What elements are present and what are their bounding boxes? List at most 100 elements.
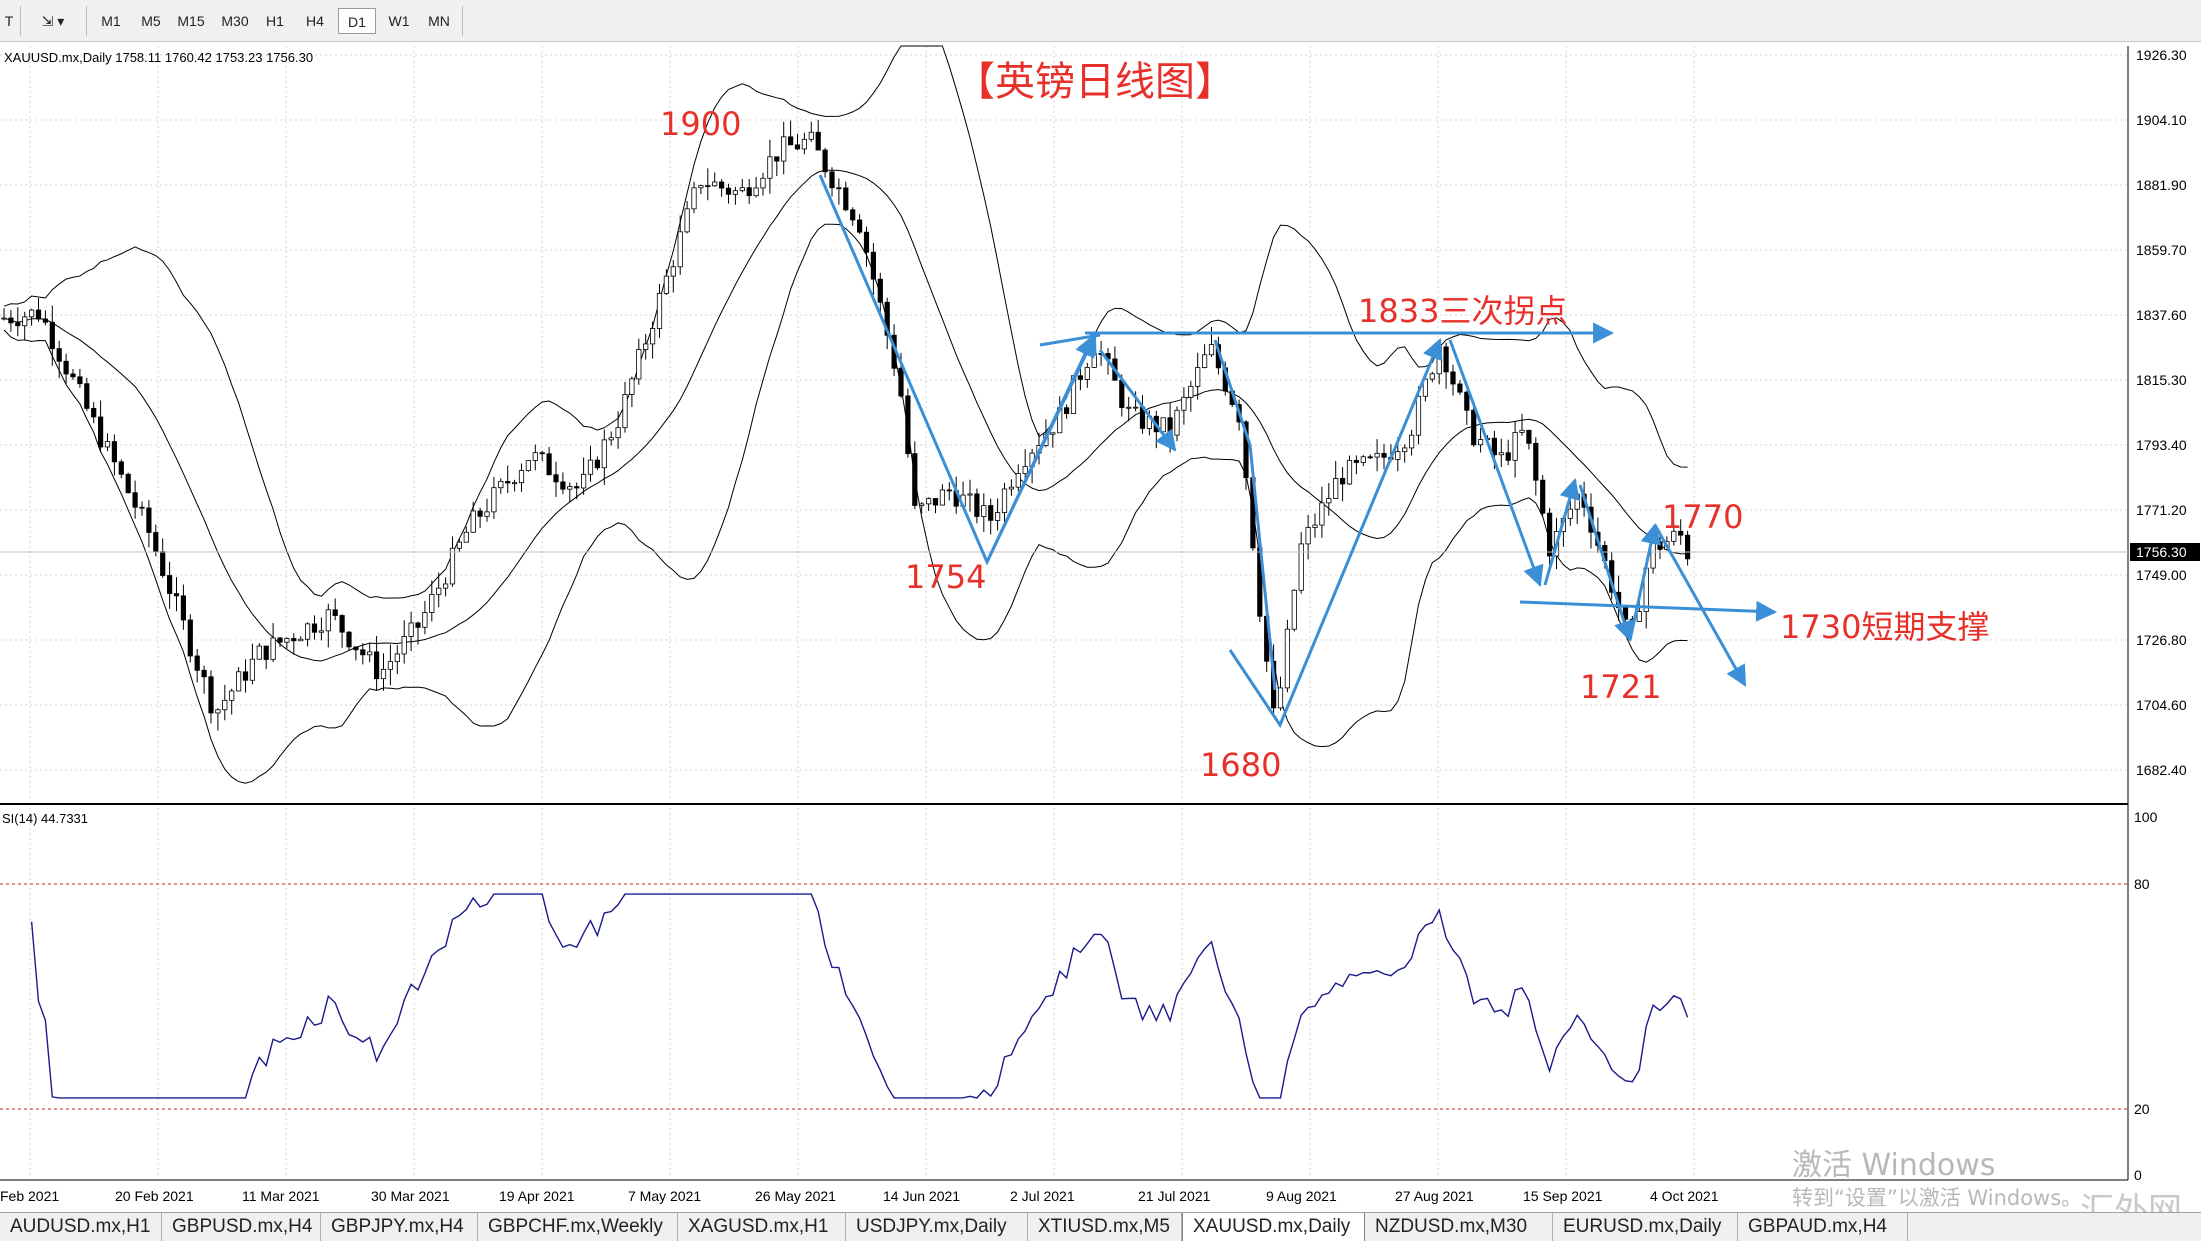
candle-body [1491,437,1497,456]
candle-body [677,231,683,268]
candle-body [346,631,352,648]
candle-body [187,619,193,657]
timeframe-m1[interactable]: M1 [101,13,121,29]
time-label: 26 May 2021 [755,1188,836,1204]
tab-xauusd-daily[interactable]: XAUUSD.mx,Daily [1182,1213,1365,1241]
bb-middle [3,169,1688,662]
candle-body [857,219,863,233]
candle-body [753,187,759,197]
candle-body [1195,367,1201,387]
price-label: 1793.40 [2136,437,2187,453]
candle-body [1305,527,1311,545]
timeframe-h4[interactable]: H4 [306,13,324,29]
candle-body [360,649,366,656]
candle-body [1429,373,1435,380]
trend-arrows [818,174,1778,729]
candle-body [325,609,331,632]
candle-body [1567,508,1573,519]
tab-gbpaud-h4[interactable]: GBPAUD.mx,H4 [1738,1213,1908,1241]
candle-body [1519,429,1525,433]
candle-body [988,505,994,521]
toolbar-separator [462,6,463,36]
time-label: Feb 2021 [0,1188,59,1204]
candle-body [1415,395,1422,436]
candle-body [1084,367,1090,380]
price-axis: 1926.30 1904.10 1881.90 1859.70 1837.60 … [2136,47,2187,778]
toolbar-separator [20,6,21,36]
tab-xagusd-h1[interactable]: XAGUSD.mx,H1 [678,1213,846,1241]
candle-body [774,156,780,162]
candle-body [98,416,104,448]
candle-body [1402,447,1408,453]
candle-body [539,452,545,455]
tab-audusd-h1[interactable]: AUDUSD.mx,H1 [0,1213,162,1241]
candle-body [422,612,428,628]
arrow-up-1770 [1628,522,1662,641]
time-label: 27 Aug 2021 [1395,1188,1474,1204]
timeframe-w1[interactable]: W1 [388,13,410,29]
candle-body [132,492,138,508]
candle-body [28,309,35,318]
line-studies-icon[interactable]: ⇲ ▾ [41,13,65,29]
annotation-1833: 1833三次拐点 [1358,292,1567,330]
tab-gbpchf-weekly[interactable]: GBPCHF.mx,Weekly [478,1213,678,1241]
candle-body [394,653,400,663]
candlesticks [1,119,1691,731]
candle-body [691,187,697,210]
tab-xtiusd-m5[interactable]: XTIUSD.mx,M5 [1028,1213,1182,1241]
candle-body [311,623,318,633]
time-label: 21 Jul 2021 [1138,1188,1211,1204]
candle-body [77,376,83,385]
timeframe-m30[interactable]: M30 [221,13,249,29]
candle-body [1243,421,1249,479]
candle-body [1298,543,1304,591]
rsi-grid [29,808,1695,1178]
timeframe-mn[interactable]: MN [428,13,450,29]
annotation-1900: 1900 [660,105,741,143]
chart-type-icon[interactable]: T [4,13,14,29]
candle-body [698,185,704,189]
candle-body [118,461,124,475]
candle-body [1512,432,1518,461]
candle-body [760,177,766,189]
candle-body [912,453,918,506]
candle-body [629,378,635,395]
main-panel [0,46,2128,804]
candle-body [1319,502,1325,526]
chart-area[interactable]: XAUUSD.mx,Daily 1758.11 1760.42 1753.23 … [0,42,2201,1212]
candle-body [1409,434,1415,449]
tab-usdjpy-daily[interactable]: USDJPY.mx,Daily [846,1213,1028,1241]
candle-body [1457,383,1463,393]
candle-body [898,367,904,397]
current-price-badge [2130,543,2200,561]
candle-body [166,575,173,594]
candle-body [712,181,718,187]
candle-body [518,470,525,484]
timeframe-m15[interactable]: M15 [177,13,205,29]
candle-body [367,651,373,656]
timeframe-h1[interactable]: H1 [266,13,284,29]
timeframe-d1[interactable]: D1 [338,8,376,34]
tab-eurusd-daily[interactable]: EURUSD.mx,Daily [1553,1213,1738,1241]
candle-body [932,498,939,506]
candle-body [8,317,14,324]
candle-body [1340,478,1346,485]
timeframe-m5[interactable]: M5 [141,13,161,29]
candle-body [470,510,476,533]
tab-gbpjpy-h4[interactable]: GBPJPY.mx,H4 [321,1213,478,1241]
candle-body [353,646,359,651]
bollinger-bands [3,45,1688,784]
candle-body [1167,417,1173,436]
candle-body [767,156,773,179]
candle-body [1367,456,1373,459]
candle-body [822,149,828,173]
candle-body [229,690,235,701]
candle-body [505,480,511,484]
candle-body [815,131,821,151]
candle-body [1353,459,1359,463]
rsi-axis-label: 0 [2134,1167,2142,1183]
tab-gbpusd-h4[interactable]: GBPUSD.mx,H4 [162,1213,321,1241]
candle-body [332,609,338,616]
candle-body [249,658,255,681]
tab-nzdusd-m30[interactable]: NZDUSD.mx,M30 [1365,1213,1553,1241]
